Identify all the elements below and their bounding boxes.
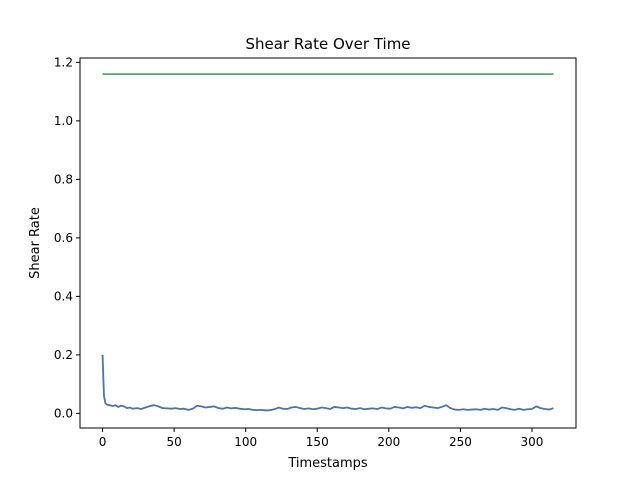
x-tick-label: 150 bbox=[306, 435, 329, 449]
axes-frame bbox=[79, 57, 577, 429]
y-tick-label: 1.2 bbox=[54, 55, 73, 69]
chart-title: Shear Rate Over Time bbox=[245, 35, 410, 53]
plot-area: 0 50 100 150 200 250 300 0.0 0.2 0.4 0.6 0.8 1.0 1.2 bbox=[54, 55, 577, 449]
x-tick-label: 50 bbox=[166, 435, 181, 449]
x-tick-label: 100 bbox=[234, 435, 257, 449]
y-tick-label: 0.6 bbox=[54, 231, 73, 245]
y-tick-label: 0.0 bbox=[54, 406, 73, 420]
x-tick-label: 300 bbox=[521, 435, 544, 449]
x-tick-label: 0 bbox=[99, 435, 107, 449]
series-line-1 bbox=[101, 354, 554, 412]
y-tick-label: 0.4 bbox=[54, 289, 73, 303]
y-axis-label: Shear Rate bbox=[28, 207, 43, 279]
x-tick-label: 200 bbox=[377, 435, 400, 449]
y-axis: 0.0 0.2 0.4 0.6 0.8 1.0 1.2 bbox=[54, 55, 80, 420]
x-axis-label: Timestamps bbox=[287, 456, 368, 471]
series-layer bbox=[101, 73, 554, 412]
x-axis: 0 50 100 150 200 250 300 bbox=[99, 428, 544, 449]
y-tick-label: 1.0 bbox=[54, 114, 73, 128]
y-tick-label: 0.8 bbox=[54, 172, 73, 186]
y-tick-label: 0.2 bbox=[54, 348, 73, 362]
x-tick-label: 250 bbox=[449, 435, 472, 449]
